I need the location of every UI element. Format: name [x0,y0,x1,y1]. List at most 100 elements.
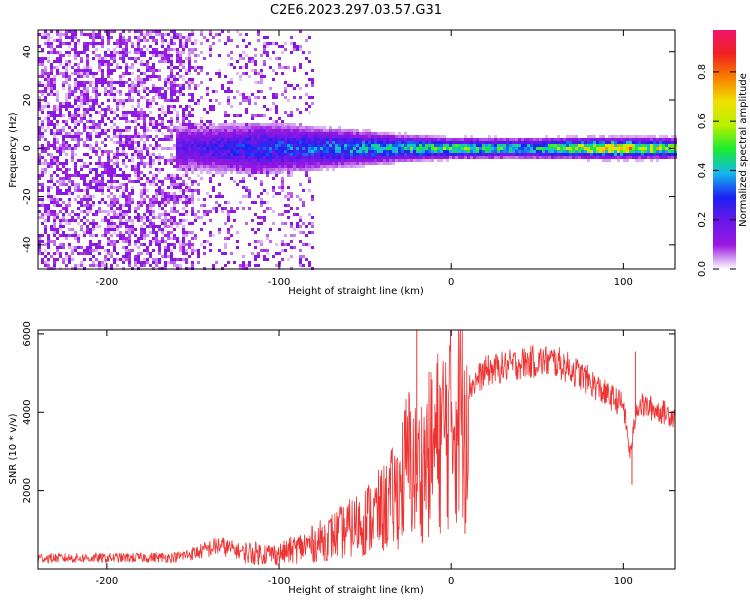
heatmap-cell [227,156,230,159]
heatmap-cell [197,66,200,69]
heatmap-cell [227,162,230,165]
heatmap-cell [80,159,83,162]
heatmap-cell [365,153,368,156]
heatmap-cell [266,171,269,174]
heatmap-cell [446,147,449,150]
heatmap-cell [158,252,161,255]
heatmap-cell [38,102,41,105]
heatmap-cell [233,144,236,147]
heatmap-cell [569,135,572,138]
heatmap-cell [527,147,530,150]
heatmap-cell [497,144,500,147]
heatmap-cell [224,135,227,138]
heatmap-cell [221,84,224,87]
heatmap-cell [260,144,263,147]
heatmap-cell [110,87,113,90]
heatmap-cell [56,30,59,33]
heatmap-cell [146,66,149,69]
heatmap-cell [338,159,341,162]
heatmap-cell [305,150,308,153]
heatmap-cell [218,33,221,36]
heatmap-cell [98,147,101,150]
heatmap-cell [68,111,71,114]
heatmap-cell [440,156,443,159]
heatmap-cell [149,204,152,207]
heatmap-cell [311,135,314,138]
heatmap-cell [257,72,260,75]
heatmap-cell [107,237,110,240]
heatmap-cell [245,141,248,144]
heatmap-cell [452,156,455,159]
heatmap-cell [62,180,65,183]
x-tick-label: -200 [96,277,119,288]
heatmap-cell [224,201,227,204]
heatmap-cell [308,180,311,183]
heatmap-cell [389,162,392,165]
heatmap-cell [149,90,152,93]
heatmap-cell [374,159,377,162]
heatmap-cell [182,111,185,114]
heatmap-cell [143,135,146,138]
heatmap-cell [575,141,578,144]
heatmap-cell [44,75,47,78]
heatmap-cell [86,246,89,249]
heatmap-cell [41,234,44,237]
heatmap-cell [128,237,131,240]
heatmap-cell [200,120,203,123]
heatmap-cell [254,240,257,243]
heatmap-cell [350,156,353,159]
heatmap-cell [200,138,203,141]
heatmap-cell [257,123,260,126]
heatmap-cell [245,99,248,102]
heatmap-cell [473,144,476,147]
heatmap-cell [53,93,56,96]
heatmap-cell [413,159,416,162]
heatmap-cell [335,138,338,141]
heatmap-cell [281,177,284,180]
heatmap-cell [101,129,104,132]
heatmap-cell [326,150,329,153]
heatmap-cell [260,249,263,252]
heatmap-cell [191,132,194,135]
heatmap-cell [158,30,161,33]
heatmap-cell [161,36,164,39]
heatmap-cell [119,195,122,198]
heatmap-cell [137,219,140,222]
heatmap-cell [308,165,311,168]
heatmap-cell [119,183,122,186]
heatmap-cell [137,204,140,207]
heatmap-cell [380,144,383,147]
heatmap-cell [425,156,428,159]
heatmap-cell [185,258,188,261]
heatmap-cell [620,141,623,144]
heatmap-cell [110,126,113,129]
heatmap-cell [80,51,83,54]
heatmap-cell [68,30,71,33]
heatmap-cell [317,147,320,150]
heatmap-cell [62,75,65,78]
heatmap-cell [152,54,155,57]
heatmap-cell [152,204,155,207]
heatmap-cell [113,156,116,159]
heatmap-cell [239,180,242,183]
heatmap-cell [227,153,230,156]
heatmap-cell [671,156,674,159]
heatmap-cell [212,129,215,132]
heatmap-cell [200,69,203,72]
heatmap-cell [176,156,179,159]
heatmap-cell [230,165,233,168]
heatmap-cell [278,165,281,168]
heatmap-cell [92,255,95,258]
heatmap-cell [275,252,278,255]
heatmap-cell [68,213,71,216]
heatmap-cell [260,81,263,84]
heatmap-cell [74,87,77,90]
heatmap-cell [272,171,275,174]
snr-x-ticks: -200 -100 0 100 [96,330,633,587]
heatmap-cell [107,204,110,207]
heatmap-cell [488,138,491,141]
heatmap-cell [137,165,140,168]
heatmap-cell [362,129,365,132]
heatmap-cell [284,162,287,165]
heatmap-cell [245,189,248,192]
